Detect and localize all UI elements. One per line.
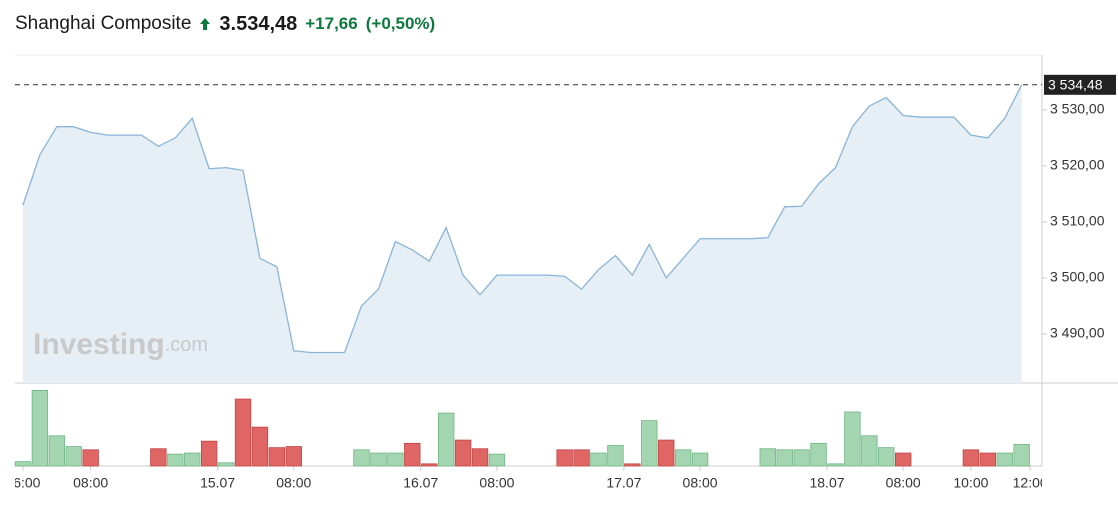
volume-bar xyxy=(810,442,827,467)
volume-bar xyxy=(979,452,997,467)
volume-bar xyxy=(691,452,709,467)
volume-bar xyxy=(641,420,658,467)
volume-bar xyxy=(996,452,1013,467)
volume-bar xyxy=(82,449,99,467)
volume-bar xyxy=(454,439,472,467)
volume-bar xyxy=(184,452,201,467)
volume-bar xyxy=(404,442,421,467)
volume-bar xyxy=(624,463,641,467)
change: +17,66 xyxy=(305,14,358,33)
volume-bar xyxy=(65,446,82,467)
last-price-label: 3 534,48 xyxy=(1048,77,1103,93)
volume-bar xyxy=(167,453,184,467)
volume-bar xyxy=(150,448,167,467)
volume-bar xyxy=(217,462,235,467)
price-line xyxy=(22,84,1023,354)
volume-bar xyxy=(658,439,675,467)
y-tick-label: 3 520,00 xyxy=(1050,157,1105,173)
x-tick-label: 17.07 xyxy=(606,475,641,491)
y-tick-label: 3 510,00 xyxy=(1050,213,1105,229)
volume-bar xyxy=(962,449,980,467)
volume-bar xyxy=(285,446,302,467)
volume-bar xyxy=(251,426,269,467)
y-tick-label: 3 530,00 xyxy=(1050,101,1105,117)
volume-bar xyxy=(437,412,455,467)
volume-bar xyxy=(421,463,438,467)
volume-bar xyxy=(234,398,252,467)
volume-bar xyxy=(844,411,861,467)
volume-bar xyxy=(776,449,793,467)
change-pct: (+0,50%) xyxy=(365,14,436,33)
volume-bar xyxy=(895,452,912,467)
instrument-name: Shanghai Composite xyxy=(15,13,192,34)
volume-bar xyxy=(1013,443,1030,467)
volume-bar xyxy=(573,449,590,467)
x-tick-label: 08:00 xyxy=(683,475,718,491)
volume-bar xyxy=(48,435,65,467)
volume-bar xyxy=(827,463,844,467)
up-arrow xyxy=(200,18,211,30)
watermark: Investing.com xyxy=(33,328,208,361)
x-tick-label: 08:00 xyxy=(886,475,921,491)
area-fill xyxy=(22,84,1022,383)
x-tick-label: 15.07 xyxy=(200,475,235,491)
x-tick-label: 06:00 xyxy=(5,475,40,491)
volume-bar xyxy=(607,445,624,467)
price: 3.534,48 xyxy=(219,12,298,35)
x-tick-label: 16.07 xyxy=(403,475,438,491)
header: Shanghai Composite 3.534,48 +17,66 (+0,5… xyxy=(15,10,435,38)
volume-bar xyxy=(370,452,387,467)
y-tick-label: 3 500,00 xyxy=(1050,269,1105,285)
x-tick-label: 18.07 xyxy=(809,475,844,491)
volume-bar xyxy=(488,453,506,467)
x-tick-label: 08:00 xyxy=(73,475,108,491)
y-tick-label: 3 490,00 xyxy=(1050,325,1105,341)
volume-bar xyxy=(268,447,286,467)
last-price-box xyxy=(1044,74,1116,95)
volume-bar xyxy=(471,448,489,467)
volume-bar xyxy=(353,449,370,467)
volume-bar xyxy=(793,449,810,467)
watermark-suffix: .com xyxy=(165,334,208,356)
volume-bar xyxy=(31,389,49,467)
volume-bar xyxy=(861,435,878,467)
watermark-brand: Investing xyxy=(33,328,165,361)
volume-bar xyxy=(674,449,692,467)
volume-bar xyxy=(590,452,607,467)
x-tick-label: 12:00 xyxy=(1013,475,1048,491)
volume-bar xyxy=(759,448,776,467)
volume-bar xyxy=(14,461,32,467)
volume-bar xyxy=(387,452,404,467)
x-tick-label: 08:00 xyxy=(276,475,311,491)
x-tick-label: 08:00 xyxy=(479,475,514,491)
volume-bar xyxy=(878,447,895,467)
x-tick-label: 10:00 xyxy=(953,475,988,491)
volume-bar xyxy=(200,440,218,467)
volume-bar xyxy=(556,449,573,467)
